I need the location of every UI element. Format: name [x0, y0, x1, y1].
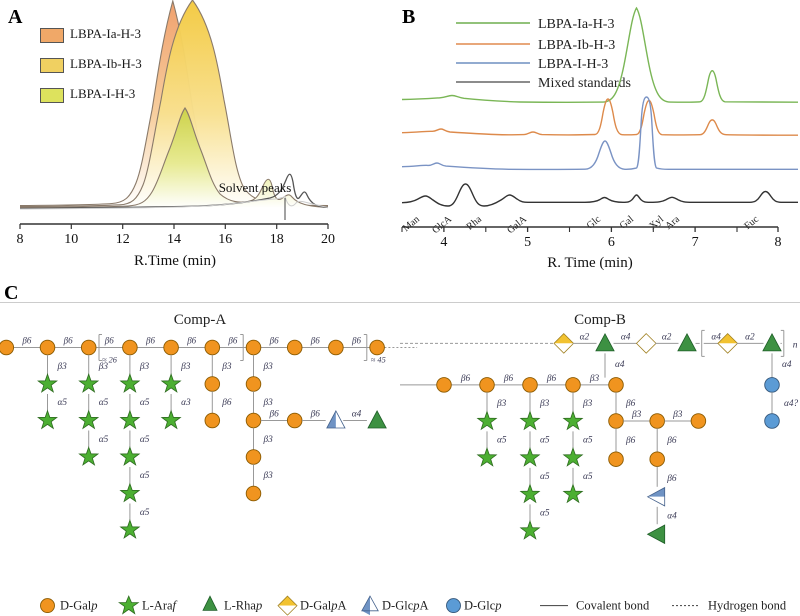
svg-text:α5: α5 — [99, 435, 109, 445]
svg-text:β6: β6 — [310, 410, 321, 420]
svg-text:D-Glcp: D-Glcp — [464, 599, 502, 613]
svg-text:20: 20 — [321, 232, 335, 247]
svg-text:GlcA: GlcA — [430, 213, 454, 236]
svg-text:LBPA-Ia-H-3: LBPA-Ia-H-3 — [538, 17, 614, 32]
svg-text:β3: β3 — [672, 410, 683, 420]
svg-text:β6: β6 — [666, 436, 677, 446]
svg-text:Ara: Ara — [663, 214, 682, 232]
svg-text:α5: α5 — [540, 472, 550, 482]
svg-text:β6: β6 — [21, 336, 31, 346]
svg-text:α5: α5 — [540, 436, 550, 446]
svg-text:β6: β6 — [186, 336, 196, 346]
svg-text:α5: α5 — [140, 435, 150, 445]
svg-text:16: 16 — [218, 232, 232, 247]
svg-text:β3: β3 — [589, 374, 600, 384]
svg-text:7: 7 — [692, 235, 699, 250]
svg-text:α5: α5 — [99, 398, 109, 408]
svg-text:14: 14 — [167, 232, 181, 247]
svg-text:5: 5 — [524, 235, 531, 250]
svg-text:α5: α5 — [140, 508, 150, 518]
svg-text:Rha: Rha — [465, 214, 485, 233]
svg-text:β6: β6 — [63, 336, 73, 346]
svg-text:R. Time (min): R. Time (min) — [547, 255, 632, 271]
svg-text:β3: β3 — [263, 471, 274, 481]
svg-text:β3: β3 — [582, 399, 593, 409]
svg-text:β6: β6 — [145, 336, 155, 346]
svg-text:Gal: Gal — [618, 214, 636, 232]
svg-text:Fuc: Fuc — [742, 214, 761, 232]
svg-text:L-Rhap: L-Rhap — [224, 599, 262, 613]
svg-text:Hydrogen bond: Hydrogen bond — [708, 599, 787, 613]
svg-text:β6: β6 — [625, 399, 636, 409]
svg-text:β6: β6 — [310, 336, 320, 346]
svg-text:α4?: α4? — [784, 399, 799, 409]
svg-text:Glc: Glc — [585, 214, 604, 232]
svg-text:β6: β6 — [268, 410, 279, 420]
svg-text:D-GalpA: D-GalpA — [300, 599, 347, 613]
svg-text:β3: β3 — [631, 410, 642, 420]
svg-text:β6: β6 — [269, 336, 279, 346]
svg-text:8: 8 — [17, 232, 24, 247]
svg-text:α5: α5 — [140, 471, 150, 481]
svg-text:8: 8 — [775, 235, 782, 250]
svg-text:≈ 45: ≈ 45 — [371, 356, 386, 365]
svg-text:Solvent peaks: Solvent peaks — [219, 180, 292, 195]
svg-text:β6: β6 — [503, 374, 514, 384]
svg-text:α2: α2 — [580, 332, 590, 342]
svg-text:4: 4 — [440, 235, 447, 250]
svg-text:β3: β3 — [263, 435, 274, 445]
svg-text:β3: β3 — [57, 362, 68, 372]
svg-text:α4: α4 — [711, 332, 721, 342]
svg-text:α2: α2 — [745, 332, 755, 342]
svg-text:Man: Man — [401, 214, 422, 234]
svg-text:D-Galp: D-Galp — [60, 599, 98, 613]
svg-text:α2: α2 — [662, 332, 672, 342]
svg-text:β6: β6 — [460, 374, 471, 384]
svg-text:LBPA-Ib-H-3: LBPA-Ib-H-3 — [538, 38, 615, 53]
svg-text:β6: β6 — [104, 336, 114, 346]
svg-text:α5: α5 — [497, 436, 507, 446]
svg-text:n: n — [793, 340, 798, 350]
svg-text:α3: α3 — [181, 398, 191, 408]
svg-text:β6: β6 — [227, 336, 237, 346]
svg-text:LBPA-I-H-3: LBPA-I-H-3 — [538, 57, 608, 72]
svg-text:β6: β6 — [351, 336, 361, 346]
svg-text:α5: α5 — [540, 509, 550, 519]
svg-text:GalA: GalA — [505, 213, 529, 236]
svg-text:β3: β3 — [263, 362, 274, 372]
svg-text:α4: α4 — [782, 360, 792, 370]
svg-text:β3: β3 — [539, 399, 550, 409]
svg-text:α4: α4 — [621, 332, 631, 342]
svg-text:6: 6 — [608, 235, 615, 250]
svg-text:β6: β6 — [625, 436, 636, 446]
svg-text:β3: β3 — [221, 362, 232, 372]
svg-text:α4: α4 — [667, 512, 677, 522]
svg-text:β3: β3 — [180, 362, 191, 372]
svg-text:β3: β3 — [263, 398, 274, 408]
svg-text:β3: β3 — [139, 362, 150, 372]
svg-text:12: 12 — [116, 232, 130, 247]
svg-text:α5: α5 — [583, 436, 593, 446]
svg-text:10: 10 — [64, 232, 78, 247]
svg-text:β6: β6 — [666, 474, 677, 484]
svg-text:18: 18 — [270, 232, 284, 247]
svg-text:β6: β6 — [221, 398, 232, 408]
svg-text:L-Araf: L-Araf — [142, 599, 178, 613]
svg-text:α5: α5 — [583, 472, 593, 482]
svg-text:α4: α4 — [352, 410, 362, 420]
svg-text:α5: α5 — [58, 398, 68, 408]
svg-text:β3: β3 — [98, 362, 109, 372]
svg-text:α5: α5 — [140, 398, 150, 408]
svg-text:β6: β6 — [546, 374, 557, 384]
svg-text:D-GlcpA: D-GlcpA — [382, 599, 429, 613]
svg-text:β3: β3 — [496, 399, 507, 409]
svg-text:α4: α4 — [615, 360, 625, 370]
svg-text:R.Time (min): R.Time (min) — [134, 253, 216, 269]
svg-text:Covalent bond: Covalent bond — [576, 599, 650, 613]
